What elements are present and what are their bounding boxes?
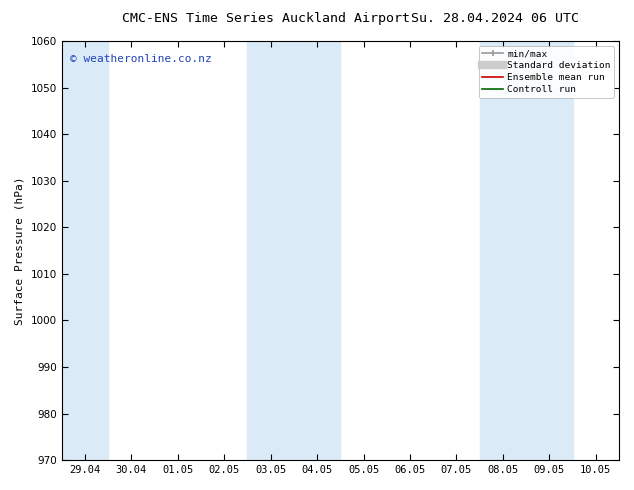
Legend: min/max, Standard deviation, Ensemble mean run, Controll run: min/max, Standard deviation, Ensemble me… xyxy=(479,46,614,98)
Text: © weatheronline.co.nz: © weatheronline.co.nz xyxy=(70,53,212,64)
Text: Su. 28.04.2024 06 UTC: Su. 28.04.2024 06 UTC xyxy=(411,12,578,25)
Bar xyxy=(480,41,573,460)
Bar xyxy=(61,41,108,460)
Text: CMC-ENS Time Series Auckland Airport: CMC-ENS Time Series Auckland Airport xyxy=(122,12,410,25)
Y-axis label: Surface Pressure (hPa): Surface Pressure (hPa) xyxy=(15,176,25,325)
Bar xyxy=(247,41,340,460)
